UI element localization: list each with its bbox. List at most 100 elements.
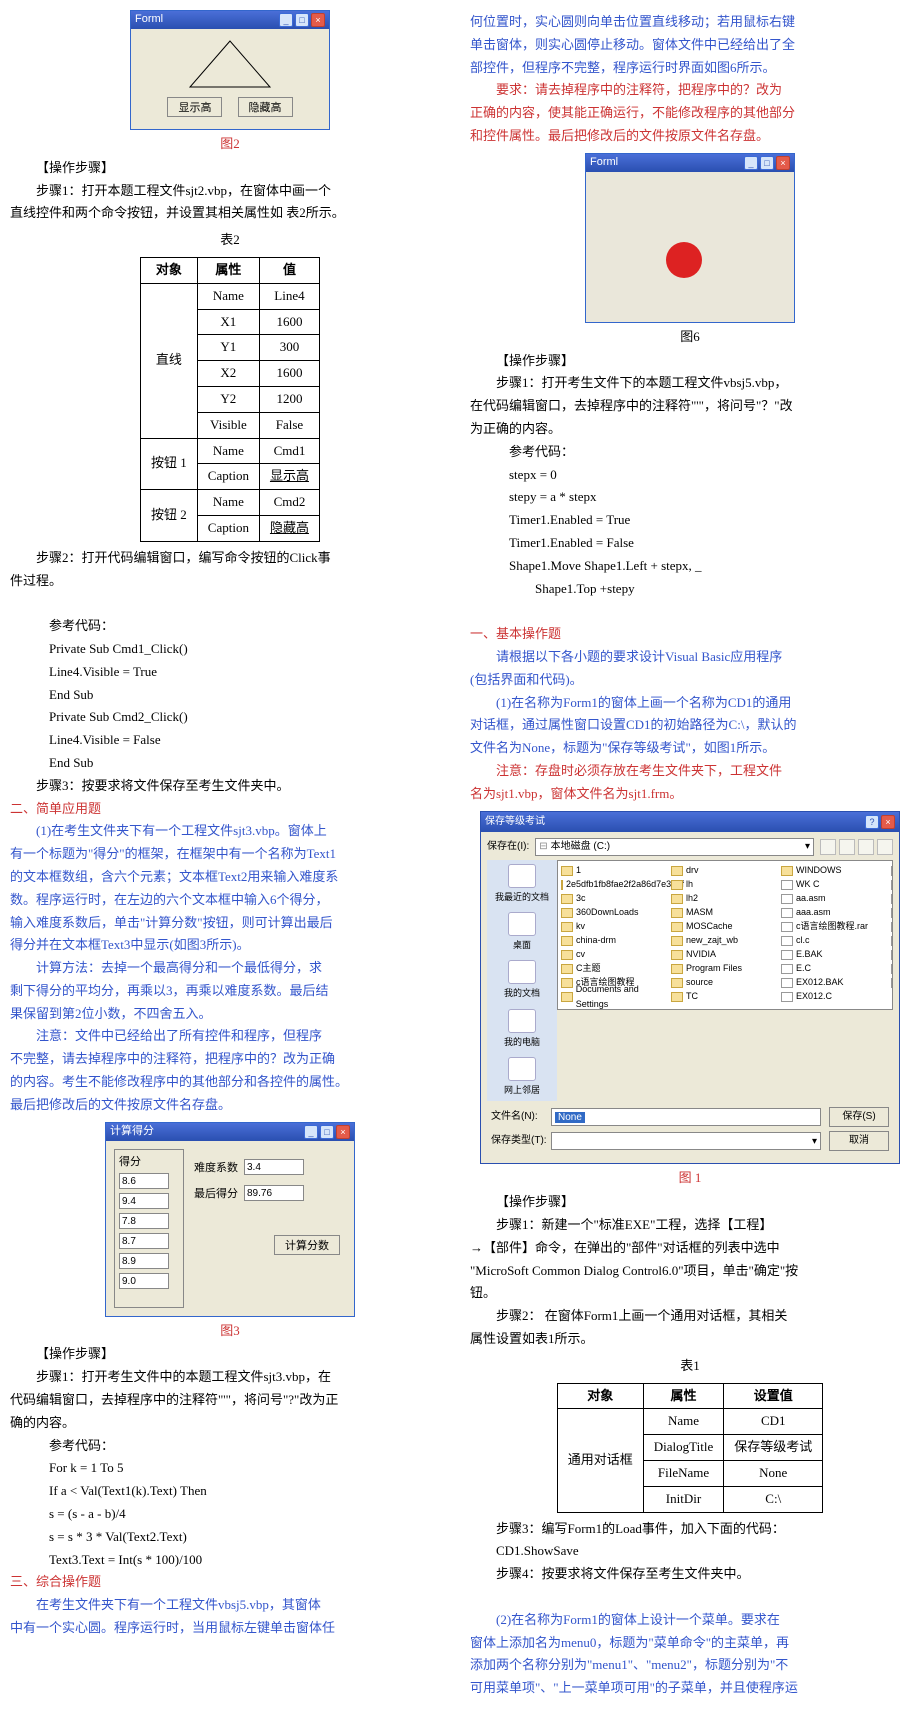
file-list: 12e5dfb1fb8fae2f2a86d7e33rff3c360DownLoa… (557, 860, 893, 1010)
file-item: ee.c (891, 864, 893, 878)
file-icon (781, 894, 793, 904)
steps-header-r2: 【操作步骤】 (470, 1192, 910, 1213)
file-item: drv (671, 864, 781, 878)
file-icon (781, 880, 793, 890)
save-dlg-title: 保存等级考试 (485, 814, 545, 830)
calculate-button: 计算分数 (274, 1235, 340, 1255)
mydocs-icon (508, 960, 536, 984)
file-item: ff.c (891, 934, 893, 948)
file-item: source (671, 976, 781, 990)
step3-text: 步骤3：按要求将文件保存至考生文件夹中。 (10, 776, 450, 797)
folder-icon (671, 880, 683, 890)
file-icon (891, 894, 893, 904)
close-icon: × (881, 815, 895, 829)
table2-h0: 对象 (141, 257, 198, 283)
minimize-icon: _ (304, 1125, 318, 1139)
show-height-button: 显示高 (167, 97, 222, 117)
file-item: 360DownLoads (561, 906, 671, 920)
step1-text: 步骤1：打开本题工程文件sjt2.vbp，在窗体中画一个 (10, 181, 450, 202)
refcode-label: 参考代码： (10, 616, 450, 637)
score-input: 8.9 (119, 1253, 169, 1269)
file-item: FILE1.TXT (891, 976, 893, 990)
folder-icon (561, 908, 573, 918)
folder-icon (561, 922, 573, 932)
triangle-shape (185, 39, 275, 89)
step2-text: 步骤2：打开代码编辑窗口，编写命令按钮的Click事 (10, 548, 450, 569)
form2-body: 显示高 隐藏高 (131, 29, 329, 129)
form6-titlebar: Forml _ □ × (586, 154, 794, 172)
file-item: f11.txt (891, 892, 893, 906)
folder-icon (671, 908, 683, 918)
file-item: EX012.BAK (781, 976, 891, 990)
folder-icon (671, 964, 683, 974)
folder-icon (671, 992, 683, 1002)
maximize-icon: □ (320, 1125, 334, 1139)
table2-h1: 属性 (197, 257, 259, 283)
score-input: 9.4 (119, 1193, 169, 1209)
folder-icon (561, 950, 573, 960)
dropdown-icon: ▾ (805, 839, 810, 855)
form3-mockup: 计算得分 _ □ × 得分 8.6 9.4 7.8 8.7 8.9 9.0 (105, 1122, 355, 1317)
file-item: aa.asm (781, 892, 891, 906)
file-icon (781, 964, 793, 974)
file-item: new_zajt_wb (671, 934, 781, 948)
file-icon (781, 978, 793, 988)
steps-header-2: 【操作步骤】 (10, 1344, 450, 1365)
file-icon (891, 950, 893, 960)
fig6-caption: 图6 (470, 327, 910, 348)
table1-caption: 表1 (470, 1356, 910, 1377)
fig1-caption: 图 1 (470, 1168, 910, 1189)
steps-header: 【操作步骤】 (10, 158, 450, 179)
file-item: WINDOWS (781, 864, 891, 878)
section2-title: 二、简单应用题 (10, 799, 450, 820)
folder-icon (561, 936, 573, 946)
filename-label: 文件名(N): (491, 1109, 551, 1125)
file-item: F1.TXT (891, 878, 893, 892)
step1-text-b: 直线控件和两个命令按钮，并设置其相关属性如 表2所示。 (10, 203, 450, 224)
table2: 对象 属性 值 直线NameLine4 X11600 Y1300 X21600 … (140, 257, 320, 542)
file-icon (891, 936, 893, 946)
steps-header-r: 【操作步骤】 (470, 351, 910, 372)
score-frame: 得分 8.6 9.4 7.8 8.7 8.9 9.0 (114, 1149, 184, 1308)
recent-icon (508, 864, 536, 888)
file-item: lh (671, 878, 781, 892)
desktop-icon (508, 912, 536, 936)
file-item: cl.c (781, 934, 891, 948)
folder-icon (671, 866, 683, 876)
file-item: cv (561, 948, 671, 962)
dropdown-icon: ▾ (812, 1134, 817, 1150)
file-icon (891, 978, 893, 988)
help-icon: ? (865, 815, 879, 829)
folder-icon (561, 964, 573, 974)
file-item: lh2 (671, 892, 781, 906)
file-icon (891, 922, 893, 932)
code-block-3: stepx = 0 stepy = a * stepx Timer1.Enabl… (470, 465, 910, 600)
fig2-caption: 图2 (10, 134, 450, 155)
table1: 对象 属性 设置值 通用对话框NameCD1 DialogTitle保存等级考试… (557, 1383, 824, 1513)
score-input: 7.8 (119, 1213, 169, 1229)
save-dialog-mockup: 保存等级考试 ? × 保存在(I): ⊟ 本地磁盘 (C:) ▾ (480, 811, 900, 1165)
difficulty-input: 3.4 (244, 1159, 304, 1175)
form6-mockup: Forml _ □ × (585, 153, 795, 323)
file-item: WK C (781, 878, 891, 892)
file-item: Documents and Settings (561, 990, 671, 1004)
close-icon: × (311, 13, 325, 27)
folder-icon (561, 880, 563, 890)
file-icon (891, 866, 893, 876)
toolbar-icons (820, 839, 893, 855)
file-icon (891, 880, 893, 890)
maximize-icon: □ (760, 156, 774, 170)
file-item: 2e5dfb1fb8fae2f2a86d7e33rff (561, 878, 671, 892)
filetype-combo: ▾ (551, 1132, 821, 1150)
step2-text-b: 件过程。 (10, 571, 450, 592)
views-icon (877, 839, 893, 855)
save-in-label: 保存在(I): (487, 839, 529, 855)
form6-body (586, 172, 794, 322)
file-item: FF.OBJ (891, 962, 893, 976)
fig3-caption: 图3 (10, 1321, 450, 1342)
folder-icon (781, 866, 793, 876)
newfolder-icon (858, 839, 874, 855)
folder-icon (671, 978, 683, 988)
back-icon (820, 839, 836, 855)
folder-icon (561, 978, 573, 988)
